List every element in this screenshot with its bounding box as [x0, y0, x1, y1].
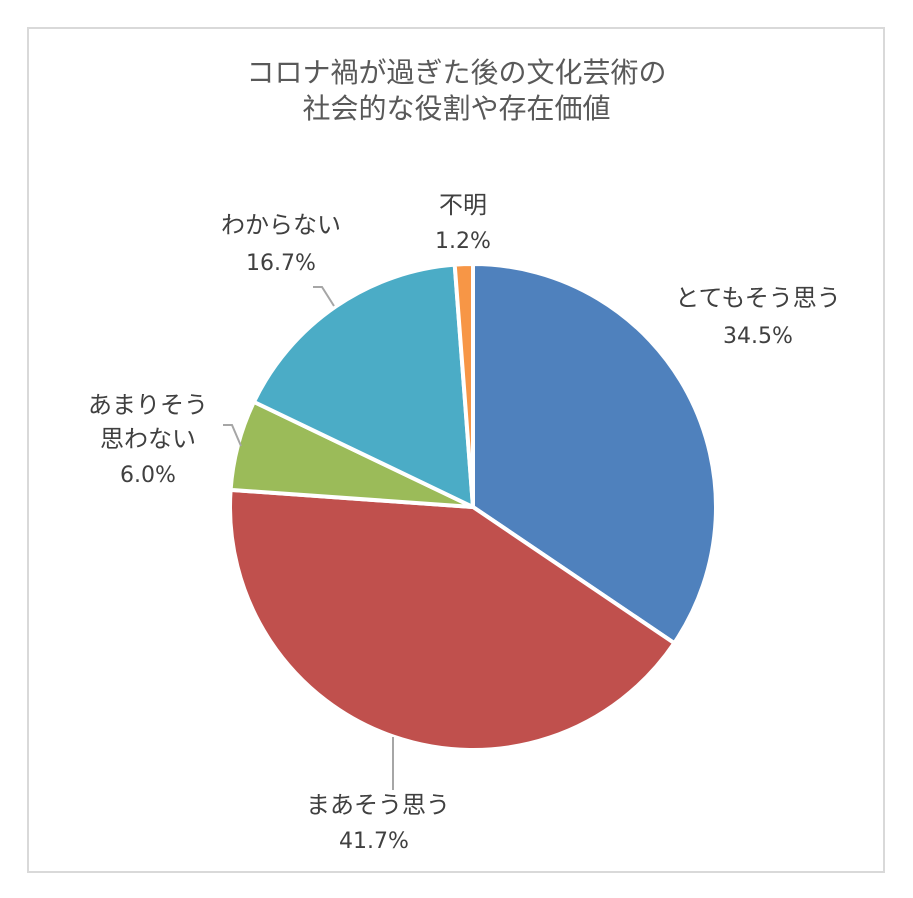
slice-pct-maa: 41.7% [339, 829, 409, 854]
slice-label-amari-2: 思わない [100, 425, 196, 453]
slice-label-fumei: 不明 [439, 191, 487, 219]
slice-pct-amari: 6.0% [120, 463, 176, 488]
chart-title-line-2: 社会的な役割や存在価値 [302, 92, 611, 125]
pie-slice-maa [228, 487, 677, 752]
slice-label-totemo: とてもそう思う [675, 284, 841, 312]
pie-slice-wakaranai [251, 262, 475, 509]
slice-pct-wakaranai: 16.7% [246, 251, 316, 276]
slice-label-amari-1: あまりそう [88, 391, 208, 419]
slice-pct-fumei: 1.2% [435, 229, 491, 254]
slice-label-wakaranai: わからない [221, 211, 341, 239]
pie-slice-totemo [471, 262, 718, 646]
leader-line-wakaranai [313, 286, 335, 307]
slice-pct-totemo: 34.5% [723, 324, 793, 349]
chart-title-line-1: コロナ禍が過ぎた後の文化芸術の [246, 56, 667, 89]
pie-slice-fumei [452, 262, 475, 509]
slice-label-maa: まあそう思う [306, 791, 450, 819]
leader-line-amari [223, 424, 242, 447]
